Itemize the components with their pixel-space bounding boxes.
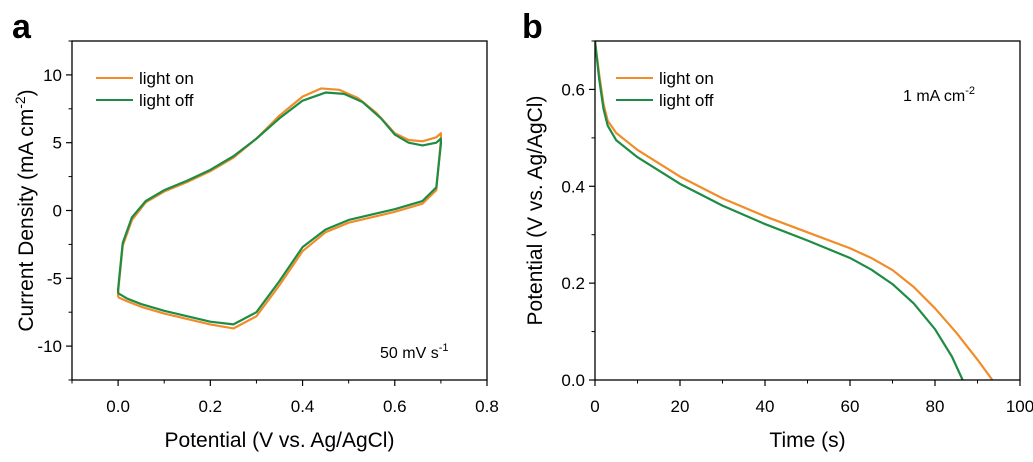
panel-b-legend-label-light-on: light on [659,69,714,88]
panel-b-y-tick-label: 0.2 [561,274,585,293]
panel-b-series-light-on [595,41,994,380]
panel-b-x-axis-title: Time (s) [769,429,845,452]
panel-b-legend-label-light-off: light off [659,91,714,110]
panel-b-annotation-sup: -2 [965,85,975,97]
panel-a-x-tick-label: 0.2 [199,397,223,416]
panel-b-current-density-annotation: 1 mA cm-2 [903,85,975,105]
panel-a-x-tick-label: 0.0 [106,397,130,416]
panel-a-annotation-main: 50 mV s [380,345,439,362]
panel-a-legend-label-light-on: light on [139,69,194,88]
panel-a-y-tick-label: -5 [47,269,62,288]
panel-a-series-light-off [117,91,442,326]
panel-b-y-axis-title: Potential (V vs. Ag/AgCl) [524,96,547,326]
panel-b-annotation-main: 1 mA cm [903,88,965,105]
panel-a-y-tick-label: 10 [43,66,62,85]
panel-a-y-axis-title-main: Current Density (mA cm [15,109,38,332]
panel-a-annotation-sup: -1 [439,342,449,354]
panel-b-x-tick-label: 20 [671,397,690,416]
panel-a-scan-rate-annotation: 50 mV s-1 [380,342,448,362]
panel-b-x-tick-label: 0 [590,397,599,416]
panel-b-ticks: 0 20 40 60 80 100 0.0 0.2 0.4 0.6 [561,40,1033,416]
panel-b-x-tick-label: 40 [756,397,775,416]
panel-a-y-tick-label: 0 [53,202,62,221]
panel-a-y-tick-label: 5 [53,134,62,153]
panel-b-x-tick-label: 100 [1006,397,1033,416]
panel-a-series-light-on [117,87,442,330]
panel-a-legend: light on light off [96,69,194,110]
panel-b-legend: light on light off [616,69,714,110]
panel-a-frame [71,40,488,381]
panel-b-x-tick-label: 80 [926,397,945,416]
panel-a-y-axis-title-close: ) [15,89,38,96]
panel-b-x-tick-label: 60 [841,397,860,416]
panel-a-legend-label-light-off: light off [139,91,194,110]
panel-b-plot-area [595,41,994,380]
panel-b-series-light-off [595,41,964,380]
panel-a-x-tick-label: 0.6 [383,397,407,416]
panel-a-x-tick-label: 0.4 [291,397,315,416]
panel-b-y-tick-label: 0.6 [561,80,585,99]
panel-a-y-axis-title-sup: -2 [12,96,28,109]
panel-letter-b: b [522,8,543,46]
panel-b-y-tick-label: 0.4 [561,177,585,196]
panel-a-y-tick-label: -10 [37,337,62,356]
panel-b-y-tick-label: 0.0 [561,371,585,390]
panel-a-ticks: 0.0 0.2 0.4 0.6 0.8 -10 -5 0 5 10 [37,40,499,416]
panel-letter-a: a [12,8,32,46]
panel-a-x-axis-title: Potential (V vs. Ag/AgCl) [165,429,395,452]
panel-a-y-axis-title: Current Density (mA cm-2) [12,89,38,331]
panel-b: b 0 20 40 60 80 100 0.0 0.2 0.4 0.6 Time (s) Pote… [522,8,1033,452]
panel-a-plot-area [117,87,442,330]
panel-a-x-tick-label: 0.8 [475,397,499,416]
panel-a: a 0.0 0.2 0.4 0.6 0.8 -10 -5 0 5 10 Potential (V … [12,8,499,452]
